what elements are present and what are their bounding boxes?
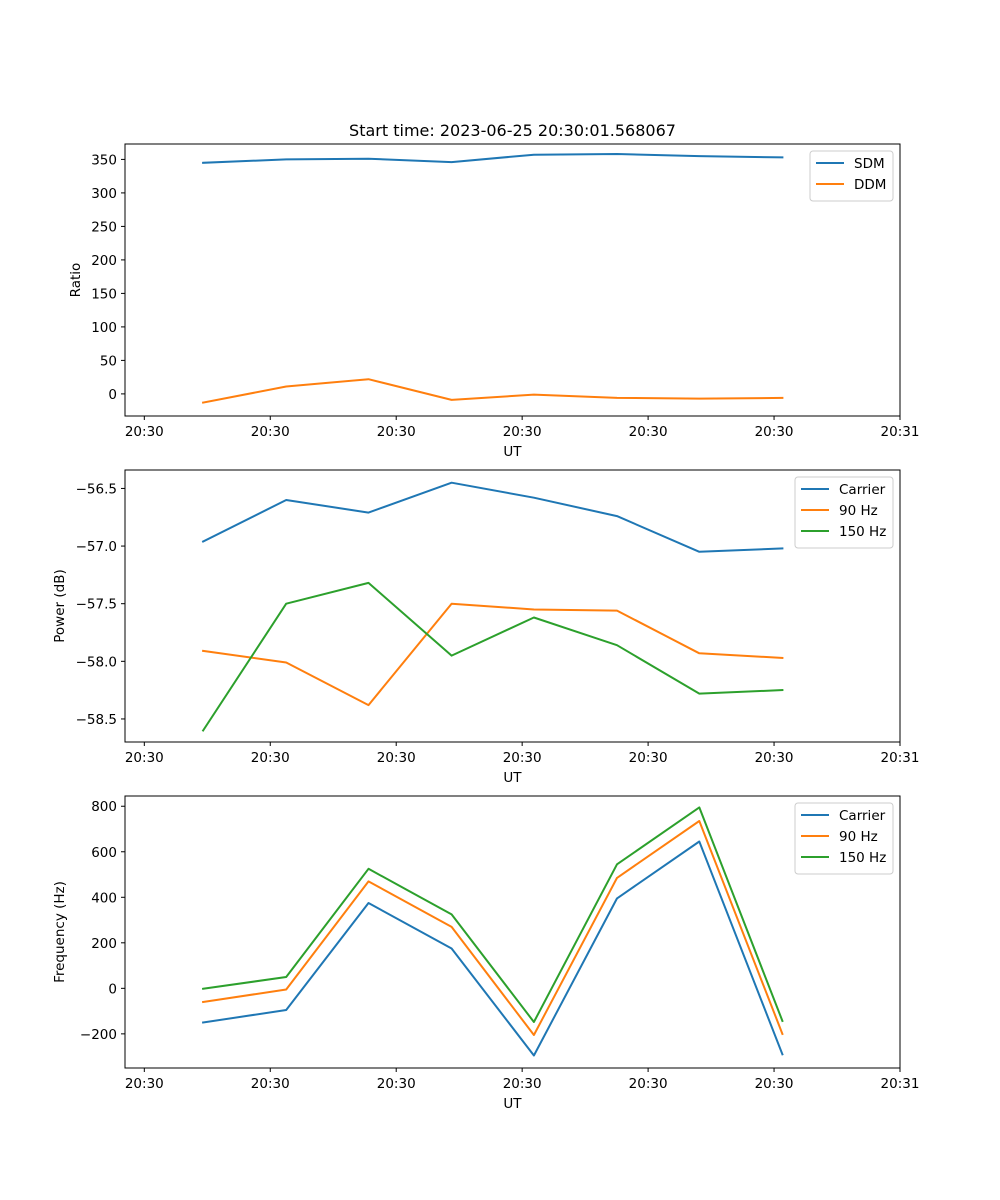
ratio-y-tick-label: 350 bbox=[91, 152, 117, 168]
power-legend: Carrier 90 Hz 150 Hz bbox=[794, 476, 894, 549]
power-y-tick-label: −56.5 bbox=[76, 481, 117, 497]
power-legend-label: 90 Hz bbox=[839, 503, 878, 519]
power-series-line-90-hz bbox=[201, 602, 784, 707]
ratio-series-line-ddm bbox=[201, 378, 784, 404]
frequency-y-tick-label: 400 bbox=[91, 890, 117, 906]
ratio-y-tick-label: 0 bbox=[108, 387, 117, 403]
ratio-x-tick-label: 20:30 bbox=[755, 424, 794, 440]
frequency-panel: 20:30 20:30 20:30 20:30 20:30 20:30 20:31 −200 0… bbox=[52, 795, 920, 1112]
frequency-legend-label: 150 Hz bbox=[839, 850, 886, 866]
ratio-axes-frame bbox=[124, 143, 901, 417]
ratio-legend-label: SDM bbox=[854, 156, 885, 172]
ratio-y-tick-label: 300 bbox=[91, 186, 117, 202]
frequency-series-line-carrier bbox=[201, 840, 784, 1057]
power-x-axis-label: UT bbox=[503, 770, 522, 786]
power-y-axis-label: Power (dB) bbox=[52, 569, 68, 642]
frequency-y-tick-label: −200 bbox=[80, 1027, 117, 1043]
power-y-tick-label: −57.5 bbox=[76, 597, 117, 613]
frequency-x-tick-label: 20:30 bbox=[125, 1076, 164, 1092]
ratio-y-tick-label: 100 bbox=[91, 320, 117, 336]
ratio-legend: SDM DDM bbox=[809, 150, 894, 202]
ratio-x-tick-label: 20:30 bbox=[629, 424, 668, 440]
frequency-y-tick-label: 800 bbox=[91, 799, 117, 815]
ratio-x-tick-label: 20:30 bbox=[251, 424, 290, 440]
ratio-x-tick-label: 20:30 bbox=[377, 424, 416, 440]
frequency-x-axis-label: UT bbox=[503, 1096, 522, 1112]
ratio-series-line-sdm bbox=[202, 153, 784, 164]
frequency-legend-label: 90 Hz bbox=[839, 829, 878, 845]
frequency-y-tick-label: 0 bbox=[108, 981, 117, 997]
frequency-x-tick-label: 20:30 bbox=[377, 1076, 416, 1092]
frequency-axes-frame bbox=[124, 795, 901, 1069]
frequency-x-tick-label: 20:30 bbox=[755, 1076, 794, 1092]
ratio-x-tick-label: 20:30 bbox=[503, 424, 542, 440]
power-x-tick-label: 20:31 bbox=[881, 750, 920, 766]
frequency-legend-label: Carrier bbox=[839, 808, 886, 824]
power-series-line-150-hz bbox=[201, 581, 784, 732]
chart-title: Start time: 2023-06-25 20:30:01.568067 bbox=[349, 121, 676, 140]
power-legend-label: 150 Hz bbox=[839, 524, 886, 540]
ratio-x-tick-label: 20:30 bbox=[125, 424, 164, 440]
power-x-tick-label: 20:30 bbox=[377, 750, 416, 766]
frequency-y-axis-label: Frequency (Hz) bbox=[52, 881, 68, 983]
power-x-tick-label: 20:30 bbox=[629, 750, 668, 766]
ratio-y-tick-label: 250 bbox=[91, 219, 117, 235]
ratio-y-axis-label: Ratio bbox=[68, 263, 84, 298]
power-axes-frame bbox=[124, 469, 901, 743]
ratio-y-tick-label: 200 bbox=[91, 253, 117, 269]
frequency-x-tick-label: 20:31 bbox=[881, 1076, 920, 1092]
ratio-panel: 20:30 20:30 20:30 20:30 20:30 20:30 20:31 0 50 10… bbox=[68, 121, 919, 460]
frequency-y-tick-label: 600 bbox=[91, 845, 117, 861]
frequency-x-tick-label: 20:30 bbox=[251, 1076, 290, 1092]
power-y-tick-label: −57.0 bbox=[76, 539, 117, 555]
power-x-tick-label: 20:30 bbox=[755, 750, 794, 766]
power-y-tick-label: −58.0 bbox=[76, 654, 117, 670]
frequency-x-tick-label: 20:30 bbox=[629, 1076, 668, 1092]
power-x-tick-label: 20:30 bbox=[251, 750, 290, 766]
ratio-y-tick-label: 150 bbox=[91, 286, 117, 302]
ratio-legend-label: DDM bbox=[854, 177, 886, 193]
power-legend-label: Carrier bbox=[839, 482, 886, 498]
ratio-x-axis-label: UT bbox=[503, 444, 522, 460]
power-series-line-carrier bbox=[201, 481, 784, 553]
ratio-x-tick-label: 20:31 bbox=[881, 424, 920, 440]
frequency-x-tick-label: 20:30 bbox=[503, 1076, 542, 1092]
power-x-tick-label: 20:30 bbox=[503, 750, 542, 766]
frequency-series-line-90-hz bbox=[201, 820, 784, 1036]
power-x-tick-label: 20:30 bbox=[125, 750, 164, 766]
power-y-tick-label: −58.5 bbox=[76, 712, 117, 728]
frequency-legend: Carrier 90 Hz 150 Hz bbox=[794, 802, 894, 875]
ratio-y-tick-label: 50 bbox=[100, 353, 117, 369]
frequency-y-tick-label: 200 bbox=[91, 936, 117, 952]
power-panel: 20:30 20:30 20:30 20:30 20:30 20:30 20:31 −58.5… bbox=[52, 469, 920, 786]
frequency-series-line-150-hz bbox=[201, 806, 784, 1023]
